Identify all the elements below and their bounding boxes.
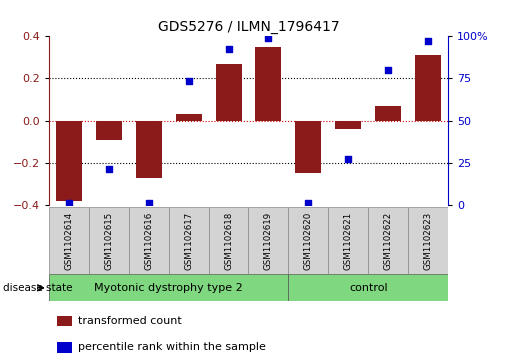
Text: GSM1102621: GSM1102621	[344, 211, 353, 270]
Text: disease state: disease state	[3, 283, 72, 293]
Bar	[57, 316, 72, 326]
Text: GSM1102619: GSM1102619	[264, 211, 273, 270]
Text: transformed count: transformed count	[78, 316, 181, 326]
Text: GSM1102617: GSM1102617	[184, 211, 193, 270]
FancyBboxPatch shape	[368, 207, 408, 274]
FancyBboxPatch shape	[49, 207, 89, 274]
Bar	[335, 121, 361, 129]
Text: GSM1102616: GSM1102616	[144, 211, 153, 270]
Bar	[216, 64, 242, 121]
FancyBboxPatch shape	[89, 207, 129, 274]
Title: GDS5276 / ILMN_1796417: GDS5276 / ILMN_1796417	[158, 20, 339, 34]
FancyBboxPatch shape	[49, 274, 288, 301]
Bar	[136, 121, 162, 178]
Point	[384, 67, 392, 73]
Bar	[96, 121, 122, 140]
FancyBboxPatch shape	[329, 207, 368, 274]
Text: control: control	[349, 283, 388, 293]
Text: percentile rank within the sample: percentile rank within the sample	[78, 342, 266, 352]
FancyBboxPatch shape	[408, 207, 448, 274]
Point	[264, 36, 272, 41]
Point	[145, 200, 153, 206]
Point	[344, 156, 352, 162]
Point	[184, 78, 193, 83]
Text: GSM1102622: GSM1102622	[384, 211, 392, 270]
FancyBboxPatch shape	[129, 207, 168, 274]
Text: GSM1102623: GSM1102623	[424, 211, 433, 270]
FancyBboxPatch shape	[209, 207, 248, 274]
Bar	[375, 106, 401, 121]
FancyBboxPatch shape	[288, 274, 448, 301]
Bar	[56, 121, 82, 201]
Bar	[415, 55, 441, 121]
Point	[225, 46, 233, 52]
Bar	[255, 47, 281, 121]
Text: GSM1102620: GSM1102620	[304, 211, 313, 270]
Text: GSM1102618: GSM1102618	[224, 211, 233, 270]
Text: GSM1102615: GSM1102615	[105, 211, 113, 270]
Point	[424, 38, 432, 44]
Bar	[57, 342, 72, 352]
FancyBboxPatch shape	[288, 207, 329, 274]
Bar	[296, 121, 321, 174]
FancyBboxPatch shape	[248, 207, 288, 274]
Point	[304, 200, 313, 206]
Text: GSM1102614: GSM1102614	[64, 211, 73, 270]
Point	[105, 166, 113, 172]
Bar	[176, 114, 201, 121]
FancyBboxPatch shape	[168, 207, 209, 274]
Point	[65, 200, 73, 206]
Text: Myotonic dystrophy type 2: Myotonic dystrophy type 2	[94, 283, 243, 293]
